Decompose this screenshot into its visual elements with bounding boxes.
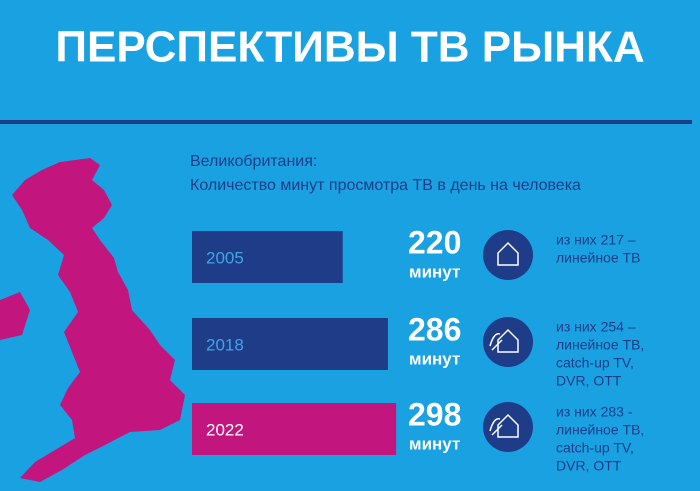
note: catch-up TV, [556, 355, 634, 371]
note: линейное ТВ, [556, 422, 644, 438]
note: из них 254 – [556, 319, 636, 335]
icon [497, 241, 519, 266]
icon-circle [483, 402, 533, 452]
icon [497, 413, 519, 438]
icon [497, 328, 519, 353]
icon [489, 333, 503, 351]
uk-map [0, 158, 185, 482]
unit-label: минут [409, 262, 460, 281]
value-label: 298 [408, 396, 461, 432]
unit-label: минут [409, 434, 460, 453]
unit-label: минут [409, 349, 460, 368]
year-label: 2005 [206, 248, 244, 267]
bar [192, 403, 397, 455]
note: линейное ТВ [556, 250, 640, 266]
icon [489, 418, 503, 436]
title: ПЕРСПЕКТИВЫ ТВ РЫНКА [55, 23, 644, 72]
icon-circle [483, 230, 533, 280]
note: catch-up TV, [556, 440, 634, 456]
bar [192, 231, 343, 283]
divider [0, 120, 692, 124]
note: линейное ТВ, [556, 337, 644, 353]
value-label: 286 [408, 311, 461, 347]
year-label: 2022 [206, 420, 244, 439]
icon-circle [483, 317, 533, 367]
subtitle: Количество минут просмотра ТВ в день на … [190, 177, 581, 194]
year-label: 2018 [206, 335, 244, 354]
note: из них 283 - [556, 404, 633, 420]
value-label: 220 [408, 224, 461, 260]
bar [192, 318, 388, 370]
note: DVR, OTT [556, 458, 622, 474]
subtitle: Великобритания: [190, 153, 317, 170]
note: из них 217 – [556, 232, 636, 248]
note: DVR, OTT [556, 373, 622, 389]
